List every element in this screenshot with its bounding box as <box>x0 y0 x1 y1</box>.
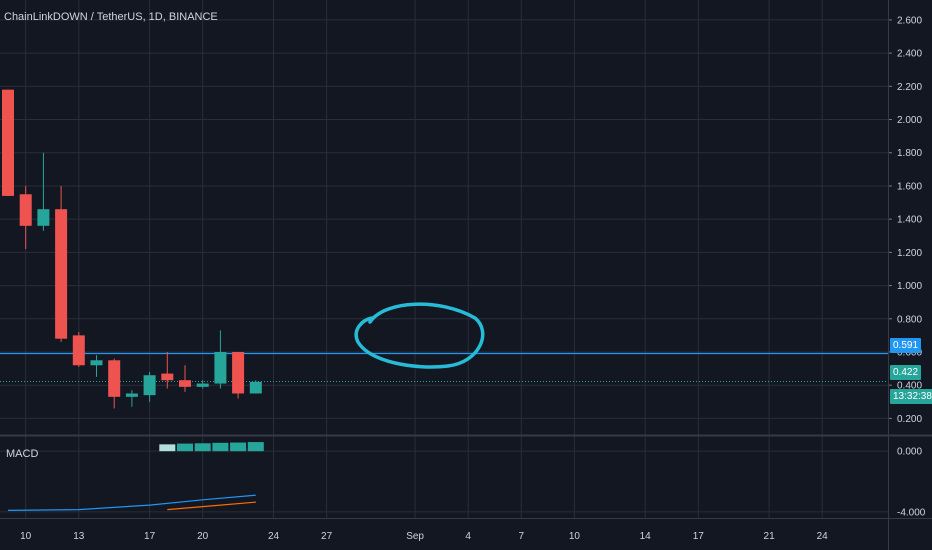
price-tick-label: 2.600 <box>897 15 922 26</box>
macd-histogram-bar <box>247 442 264 452</box>
price-tick-label: 1.400 <box>897 215 922 226</box>
macd-tick-label: 0.000 <box>897 447 922 458</box>
candle-body <box>161 373 174 381</box>
price-tick-label: 1.600 <box>897 181 922 192</box>
candle-body <box>108 360 121 397</box>
price-tick-label: 2.000 <box>897 115 922 126</box>
candle-body <box>196 383 209 387</box>
price-tick-label: 2.200 <box>897 82 922 93</box>
candle-body <box>214 351 227 384</box>
price-tick-label: 1.200 <box>897 248 922 259</box>
time-tick-label: 7 <box>519 531 525 542</box>
candle-body <box>143 375 156 396</box>
price-tick-label: 1.000 <box>897 281 922 292</box>
time-tick-label: 14 <box>640 531 652 542</box>
price-tick-label: 0.400 <box>897 381 922 392</box>
candle-body <box>37 209 50 226</box>
macd-tick-label: -4.000 <box>897 507 926 518</box>
horizontal-line-price-tag: 0.591 <box>890 338 922 353</box>
time-tick-label: 4 <box>465 531 471 542</box>
price-tick-label: 1.800 <box>897 148 922 159</box>
price-tick-label: 0.200 <box>897 414 922 425</box>
candle-body <box>19 194 32 226</box>
time-tick-label: 10 <box>20 531 32 542</box>
time-tick-label: Sep <box>406 531 424 542</box>
macd-line <box>7 494 256 511</box>
macd-histogram-bar <box>159 444 176 452</box>
candle-body <box>249 381 262 394</box>
candle-body <box>2 89 14 196</box>
hand-drawn-ellipse-annotation <box>354 302 485 369</box>
time-tick-label: 24 <box>268 531 280 542</box>
candle-body <box>125 393 138 397</box>
candle-body <box>90 360 103 366</box>
time-tick-label: 20 <box>197 531 209 542</box>
time-tick-label: 21 <box>764 531 776 542</box>
price-tick-label: 2.400 <box>897 49 922 60</box>
macd-indicator-label: MACD <box>6 448 39 460</box>
last-price-tag: 0.422 <box>890 365 922 380</box>
macd-signal-line <box>167 501 256 511</box>
macd-histogram-bar <box>194 443 211 452</box>
time-tick-label: 13 <box>73 531 85 542</box>
bar-countdown-tag: 13:32:38 <box>890 389 932 404</box>
macd-histogram-bar <box>230 442 247 452</box>
time-tick-label: 10 <box>569 531 581 542</box>
time-tick-label: 24 <box>817 531 829 542</box>
time-tick-label: 17 <box>693 531 705 542</box>
symbol-title: ChainLinkDOWN / TetherUS, 1D, BINANCE <box>4 11 218 23</box>
candle-body <box>179 380 191 387</box>
candle-body <box>232 351 245 394</box>
time-tick-label: 27 <box>321 531 333 542</box>
time-tick-label: 17 <box>144 531 156 542</box>
candle-body <box>72 335 85 366</box>
macd-histogram-bar <box>212 442 229 452</box>
candle-body <box>55 209 68 339</box>
price-tick-label: 0.800 <box>897 314 922 325</box>
macd-histogram-bar <box>177 443 193 452</box>
